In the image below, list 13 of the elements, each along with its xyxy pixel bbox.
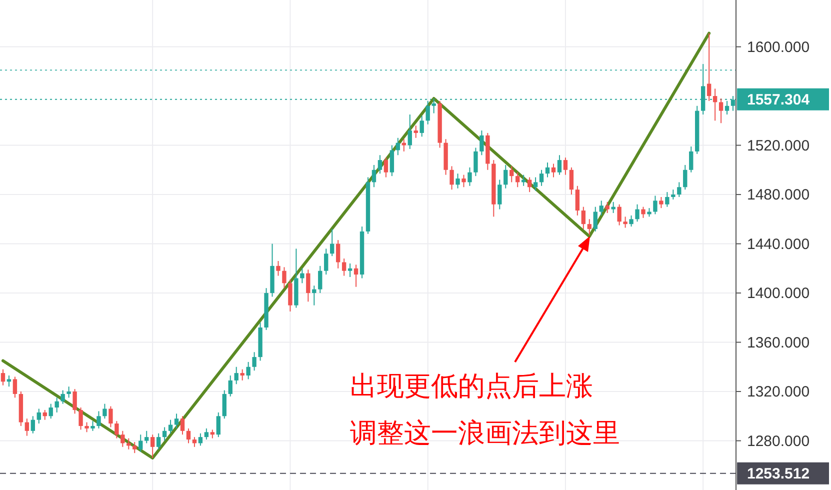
y-tick-label: 1360.000 bbox=[747, 334, 810, 352]
line-series bbox=[1, 32, 711, 460]
y-tick-label: 1480.000 bbox=[747, 186, 810, 204]
ref-line-label: 1557.304 bbox=[747, 91, 810, 108]
ref-line-label: 1253.512 bbox=[747, 465, 810, 482]
y-tick-label: 1520.000 bbox=[747, 137, 810, 154]
y-tick-label: 1400.000 bbox=[747, 285, 810, 302]
y-tick-label: 1440.000 bbox=[747, 236, 810, 253]
y-tick-label: 1320.000 bbox=[747, 384, 810, 401]
y-tick-label: 1280.000 bbox=[747, 432, 810, 450]
annotation: 出现更低的点后上涨 bbox=[350, 371, 593, 401]
y-tick-label: 1600.000 bbox=[747, 38, 810, 56]
annotation: 调整这一浪画法到这里 bbox=[350, 418, 620, 448]
